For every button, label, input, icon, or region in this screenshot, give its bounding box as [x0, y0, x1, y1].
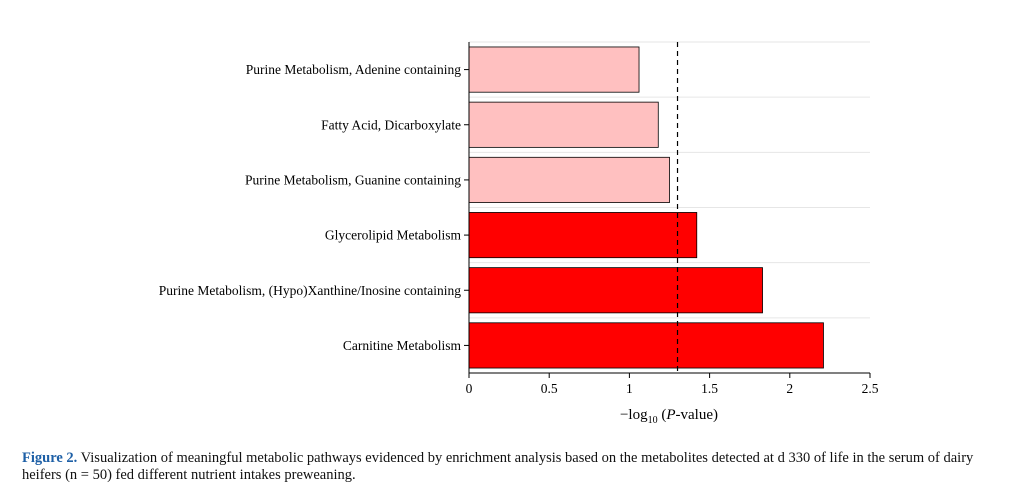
x-tick-label: 0	[466, 381, 473, 396]
x-tick-label: 2.5	[862, 381, 879, 396]
x-tick-label: 2	[786, 381, 793, 396]
category-label: Purine Metabolism, Adenine containing	[246, 62, 461, 77]
x-tick-label: 0.5	[541, 381, 558, 396]
x-tick-labels: 0 0.5 1 1.5 2 2.5	[466, 381, 879, 396]
axes	[464, 42, 871, 378]
x-tick-label: 1	[626, 381, 633, 396]
bar	[468, 322, 824, 369]
bar	[468, 46, 640, 93]
bar	[468, 101, 659, 148]
x-axis-title: −log10 (P-value)	[620, 407, 718, 426]
bar	[468, 267, 763, 314]
figure-caption-label: Figure 2.	[22, 450, 78, 466]
category-label: Fatty Acid, Dicarboxylate	[321, 117, 461, 132]
figure-caption-text: Visualization of meaningful metabolic pa…	[22, 450, 974, 483]
figure-caption: Figure 2. Visualization of meaningful me…	[22, 450, 1007, 484]
bar-chart: Purine Metabolism, Adenine containing Fat…	[159, 41, 879, 426]
x-tick-label: 1.5	[701, 381, 718, 396]
bars	[468, 46, 824, 369]
bar	[468, 212, 698, 259]
category-label: Glycerolipid Metabolism	[325, 228, 462, 243]
category-label: Carnitine Metabolism	[343, 338, 462, 353]
category-label: Purine Metabolism, (Hypo)Xanthine/Inosin…	[159, 283, 461, 298]
category-label: Purine Metabolism, Guanine containing	[245, 172, 461, 187]
bar	[468, 156, 670, 203]
category-labels: Purine Metabolism, Adenine containing Fat…	[159, 62, 462, 353]
